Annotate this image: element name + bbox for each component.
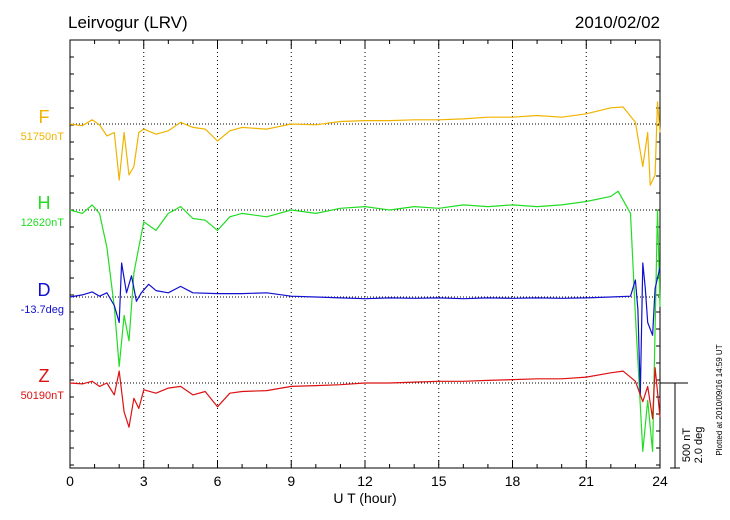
scale-label-nt: 500 nT bbox=[681, 428, 693, 463]
x-axis-label: U T (hour) bbox=[333, 490, 396, 506]
x-tick-label: 15 bbox=[431, 473, 447, 489]
series-baseline-z: 50190nT bbox=[21, 390, 65, 402]
series-line-z bbox=[69, 367, 661, 428]
x-tick-label: 6 bbox=[214, 473, 222, 489]
series-line-d bbox=[69, 262, 661, 396]
scale-label-deg: 2.0 deg bbox=[693, 427, 705, 464]
series-line-f bbox=[69, 101, 661, 186]
scale-bar: 500 nT 2.0 deg bbox=[660, 382, 705, 469]
x-tick-label: 21 bbox=[578, 473, 594, 489]
x-tick-label: 12 bbox=[357, 473, 373, 489]
x-tick-label: 24 bbox=[652, 473, 668, 489]
series-lines bbox=[69, 101, 661, 452]
series-baseline-h: 12620nT bbox=[21, 217, 65, 229]
series-name-d: D bbox=[38, 280, 51, 300]
axis-ticks: 0 3 6 9 12 15 18 21 24 bbox=[66, 40, 668, 489]
x-tick-label: 9 bbox=[287, 473, 295, 489]
x-tick-label: 3 bbox=[140, 473, 148, 489]
series-name-z: Z bbox=[39, 366, 50, 386]
plotted-note: Plotted at 2010/09/16 14:59 UT bbox=[715, 344, 724, 455]
series-labels: F 51750nT H 12620nT D -13.7deg Z 50190nT bbox=[21, 107, 65, 402]
chart-date: 2010/02/02 bbox=[575, 13, 660, 32]
grid-lines bbox=[143, 40, 587, 468]
x-tick-label: 18 bbox=[505, 473, 521, 489]
series-baseline-f: 51750nT bbox=[21, 131, 65, 143]
chart-title: Leirvogur (LRV) bbox=[68, 13, 188, 32]
series-baseline-d: -13.7deg bbox=[21, 304, 64, 316]
series-name-h: H bbox=[38, 193, 51, 213]
series-line-h bbox=[69, 190, 661, 452]
x-tick-label: 0 bbox=[66, 473, 74, 489]
series-name-f: F bbox=[39, 107, 50, 127]
